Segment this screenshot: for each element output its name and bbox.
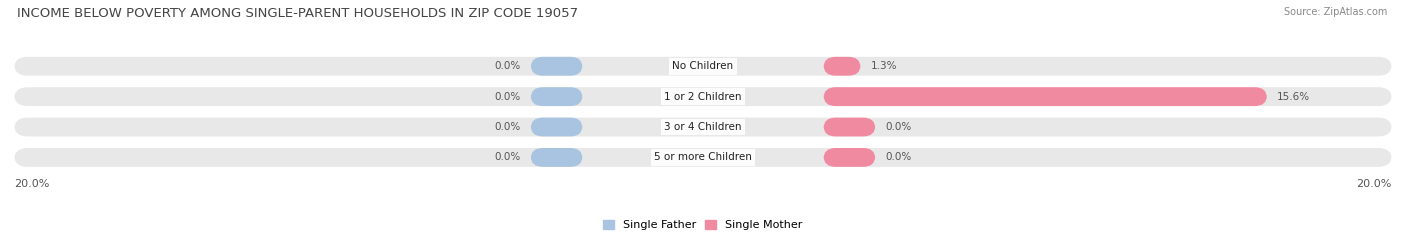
Text: Source: ZipAtlas.com: Source: ZipAtlas.com [1284, 7, 1388, 17]
Text: 1.3%: 1.3% [870, 61, 897, 71]
FancyBboxPatch shape [14, 87, 1392, 106]
FancyBboxPatch shape [824, 57, 860, 76]
Text: 1 or 2 Children: 1 or 2 Children [664, 92, 742, 102]
Text: 0.0%: 0.0% [886, 122, 912, 132]
FancyBboxPatch shape [824, 87, 1267, 106]
Text: 15.6%: 15.6% [1277, 92, 1310, 102]
Text: 0.0%: 0.0% [886, 152, 912, 162]
Text: 20.0%: 20.0% [1357, 179, 1392, 189]
FancyBboxPatch shape [14, 118, 1392, 137]
FancyBboxPatch shape [531, 87, 582, 106]
FancyBboxPatch shape [531, 57, 582, 76]
Text: 5 or more Children: 5 or more Children [654, 152, 752, 162]
FancyBboxPatch shape [14, 57, 1392, 76]
Text: 0.0%: 0.0% [494, 92, 520, 102]
FancyBboxPatch shape [531, 118, 582, 137]
FancyBboxPatch shape [531, 148, 582, 167]
Text: INCOME BELOW POVERTY AMONG SINGLE-PARENT HOUSEHOLDS IN ZIP CODE 19057: INCOME BELOW POVERTY AMONG SINGLE-PARENT… [17, 7, 578, 20]
Text: 20.0%: 20.0% [14, 179, 49, 189]
Text: No Children: No Children [672, 61, 734, 71]
Legend: Single Father, Single Mother: Single Father, Single Mother [599, 216, 807, 233]
FancyBboxPatch shape [14, 148, 1392, 167]
Text: 3 or 4 Children: 3 or 4 Children [664, 122, 742, 132]
Text: 0.0%: 0.0% [494, 61, 520, 71]
Text: 0.0%: 0.0% [494, 122, 520, 132]
Text: 0.0%: 0.0% [494, 152, 520, 162]
FancyBboxPatch shape [824, 118, 875, 137]
FancyBboxPatch shape [824, 148, 875, 167]
